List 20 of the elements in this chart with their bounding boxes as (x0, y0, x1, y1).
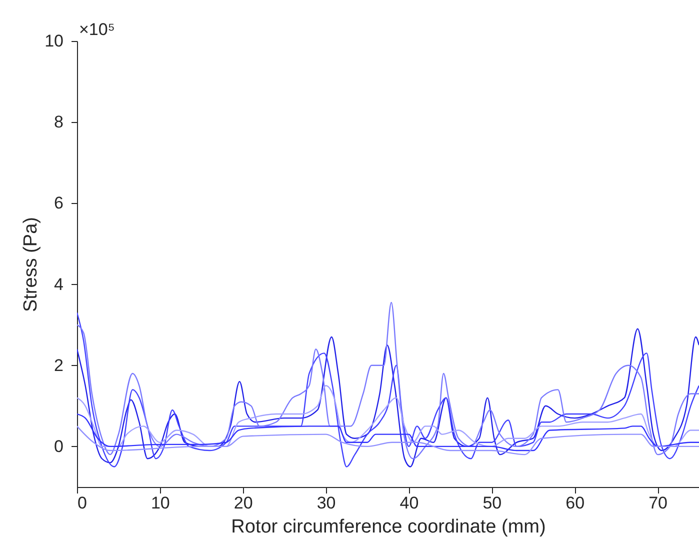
y-tick-label: 0 (54, 436, 64, 456)
y-tick-label: 10 (44, 32, 64, 50)
x-tick-label: 30 (316, 494, 336, 512)
x-axis-title: Rotor circumference coordinate (mm) (231, 516, 546, 538)
x-tick-label: 50 (482, 494, 502, 512)
y-tick-label: 8 (54, 112, 64, 132)
line-series (77, 413, 699, 452)
x-tick-label: 70 (648, 494, 668, 512)
line-series (77, 426, 699, 456)
x-tick-label: 10 (150, 494, 170, 512)
y-tick-label: 2 (54, 356, 64, 375)
x-tick-label: 0 (78, 494, 87, 512)
x-tick-label: 60 (566, 494, 585, 512)
y-tick-label: 6 (54, 194, 64, 213)
x-tick-label: 20 (234, 494, 253, 512)
x-tick-label: 40 (400, 494, 419, 512)
y-tick-label: 4 (54, 274, 64, 294)
text: ×10⁵ (79, 20, 115, 39)
y-axis-title: Stress (Pa) (20, 216, 42, 312)
line-series (77, 385, 699, 448)
